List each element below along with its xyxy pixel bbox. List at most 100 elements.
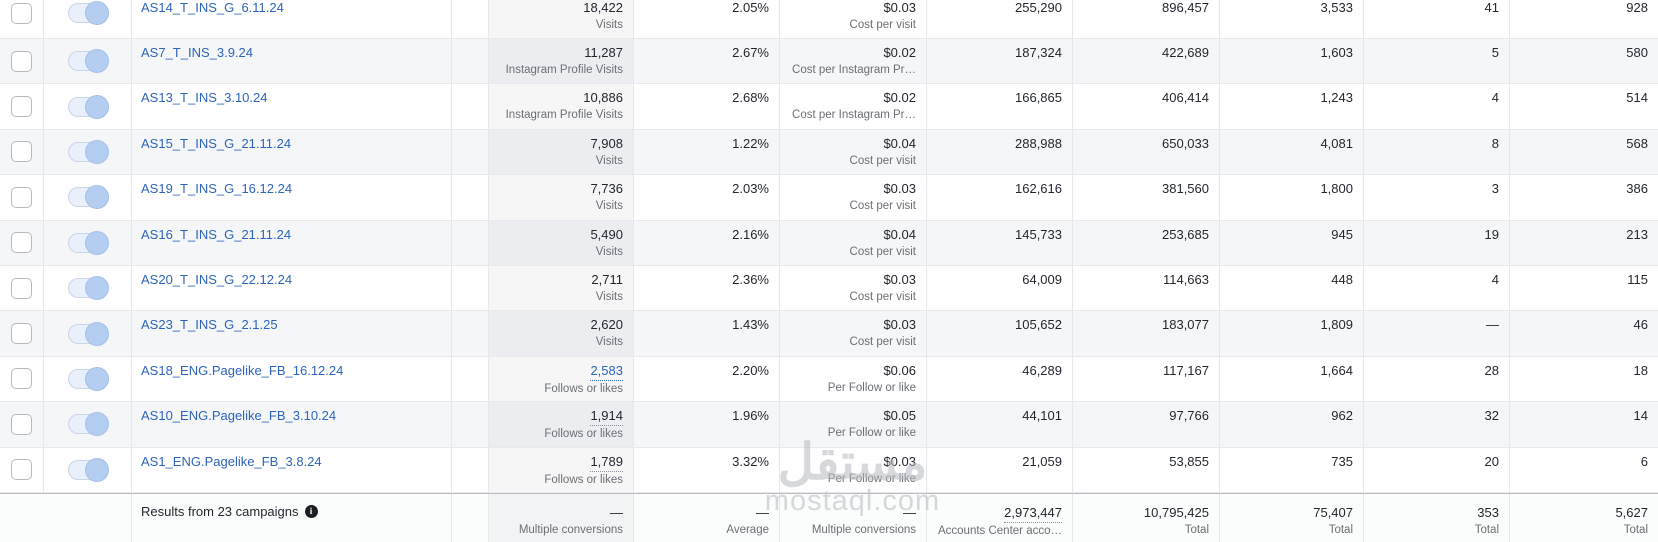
metric-value: 187,324 <box>1015 45 1062 60</box>
table-cell: 5,627 Total <box>1510 494 1658 542</box>
campaign-name-link[interactable]: AS15_T_INS_G_21.11.24 <box>141 135 292 151</box>
toggle-cell <box>44 356 132 402</box>
table-cell: $0.03 Per Follow or like <box>780 447 927 492</box>
table-cell: 162,616 <box>927 175 1073 220</box>
spacer-cell <box>452 0 489 38</box>
cost-per-result-value: $0.02 <box>883 45 916 60</box>
result-value[interactable]: 1,789 <box>590 453 623 472</box>
row-checkbox[interactable] <box>11 186 32 208</box>
campaign-name-link[interactable]: AS14_T_INS_G_6.11.24 <box>141 0 284 15</box>
table-cell: 735 <box>1220 447 1364 492</box>
table-cell: 2.05% <box>634 0 780 38</box>
campaign-name-link[interactable]: AS20_T_INS_G_22.12.24 <box>141 271 293 287</box>
campaign-toggle[interactable] <box>67 230 109 255</box>
table-cell: 5 <box>1364 39 1510 84</box>
cost-per-result-value: $0.02 <box>883 90 916 106</box>
metric-value: 945 <box>1331 226 1353 242</box>
cost-per-result-value: $0.03 <box>883 271 916 287</box>
campaign-name-cell: AS19_T_INS_G_16.12.24 <box>132 175 452 220</box>
campaign-toggle[interactable] <box>67 185 109 210</box>
toggle-knob <box>84 1 109 25</box>
result-value: 2,620 <box>590 317 623 333</box>
total-value[interactable]: 2,973,447 <box>1004 504 1062 523</box>
campaign-name-link[interactable]: AS23_T_INS_G_2.1.25 <box>141 317 278 333</box>
table-cell: 580 <box>1510 39 1658 83</box>
toggle-cell <box>44 265 132 311</box>
table-cell: 7,736 Visits <box>489 175 634 220</box>
row-checkbox[interactable] <box>11 232 32 254</box>
campaign-name-link[interactable]: AS19_T_INS_G_16.12.24 <box>141 181 293 197</box>
campaign-name-cell: AS10_ENG.Pagelike_FB_3.10.24 <box>132 402 452 447</box>
table-cell: 1.43% <box>634 311 780 356</box>
metric-value: 213 <box>1626 226 1648 242</box>
metric-value: 4 <box>1491 90 1499 106</box>
campaign-name-link[interactable]: AS13_T_INS_3.10.24 <box>141 90 268 106</box>
result-value[interactable]: 1,914 <box>590 407 623 427</box>
table-cell: 962 <box>1220 402 1364 447</box>
campaign-name-link[interactable]: AS16_T_INS_G_21.11.24 <box>141 226 292 242</box>
row-checkbox[interactable] <box>11 459 32 481</box>
cost-per-result-value: $0.04 <box>883 226 916 242</box>
result-value[interactable]: 2,583 <box>590 362 623 381</box>
spacer-cell <box>452 84 489 129</box>
metric-value: 64,009 <box>1022 271 1062 287</box>
table-cell: 2,973,447 Accounts Center acco… <box>927 493 1073 542</box>
metric-value: 145,733 <box>1015 226 1062 242</box>
result-type-label: Instagram Profile Visits <box>505 64 623 76</box>
row-checkbox[interactable] <box>11 413 32 435</box>
cost-per-result-value: $0.03 <box>883 0 916 15</box>
row-checkbox[interactable] <box>11 2 32 24</box>
metric-value: 1,809 <box>1320 317 1353 333</box>
campaign-toggle[interactable] <box>67 49 109 74</box>
campaign-toggle[interactable] <box>67 457 109 482</box>
table-cell: 422,689 <box>1073 39 1220 84</box>
campaign-name-link[interactable]: AS18_ENG.Pagelike_FB_16.12.24 <box>141 362 344 378</box>
campaign-toggle[interactable] <box>67 139 109 164</box>
table-cell: 2.68% <box>634 84 780 129</box>
total-label: Accounts Center acco… <box>937 524 1062 537</box>
metric-value: 1,664 <box>1320 362 1353 378</box>
campaign-toggle[interactable] <box>67 1 109 25</box>
campaign-toggle[interactable] <box>67 412 109 437</box>
result-rate-value: 2.20% <box>732 362 769 378</box>
result-rate-value: 2.05% <box>732 0 769 15</box>
table-cell: $0.02 Cost per Instagram Pr… <box>780 39 927 84</box>
campaign-toggle[interactable] <box>67 366 109 391</box>
info-icon[interactable]: i <box>304 504 318 518</box>
campaign-name-link[interactable]: AS7_T_INS_3.9.24 <box>141 45 254 60</box>
campaign-toggle[interactable] <box>67 94 109 119</box>
table-cell: 2,711 Visits <box>489 265 634 311</box>
spacer-cell <box>452 265 489 311</box>
campaign-toggle[interactable] <box>67 276 109 301</box>
row-checkbox[interactable] <box>11 50 32 72</box>
row-checkbox[interactable] <box>11 141 32 163</box>
spacer-cell <box>452 311 489 356</box>
result-value: 7,736 <box>590 181 623 197</box>
row-checkbox[interactable] <box>11 323 32 345</box>
result-rate-value: 1.43% <box>732 317 769 333</box>
campaign-toggle[interactable] <box>67 321 109 346</box>
row-checkbox[interactable] <box>11 368 32 390</box>
table-cell: 448 <box>1220 265 1364 311</box>
table-cell: $0.03 Cost per visit <box>780 265 927 311</box>
metric-value: 32 <box>1484 408 1499 424</box>
toggle-knob <box>84 412 109 437</box>
campaign-name-link[interactable]: AS10_ENG.Pagelike_FB_3.10.24 <box>141 408 337 424</box>
metric-value: 381,560 <box>1162 181 1209 197</box>
row-checkbox[interactable] <box>11 277 32 299</box>
total-label: Total <box>1328 523 1353 536</box>
table-cell: 1,914 Follows or likes <box>489 402 634 447</box>
table-cell: $0.05 Per Follow or like <box>780 402 927 447</box>
metric-value: 1,243 <box>1320 90 1353 106</box>
spacer-cell <box>452 39 489 84</box>
campaign-name-link[interactable]: AS1_ENG.Pagelike_FB_3.8.24 <box>141 453 322 469</box>
checkbox-cell <box>0 402 44 447</box>
table-row: AS23_T_INS_G_2.1.25 2,620 Visits 1.43% $0.03… <box>0 311 1658 357</box>
table-cell: 64,009 <box>927 265 1073 311</box>
row-checkbox[interactable] <box>11 96 32 118</box>
cost-type-label: Cost per visit <box>849 200 916 213</box>
metric-value: 928 <box>1626 0 1648 15</box>
spacer-cell <box>452 402 489 447</box>
table-cell: 213 <box>1510 221 1658 265</box>
